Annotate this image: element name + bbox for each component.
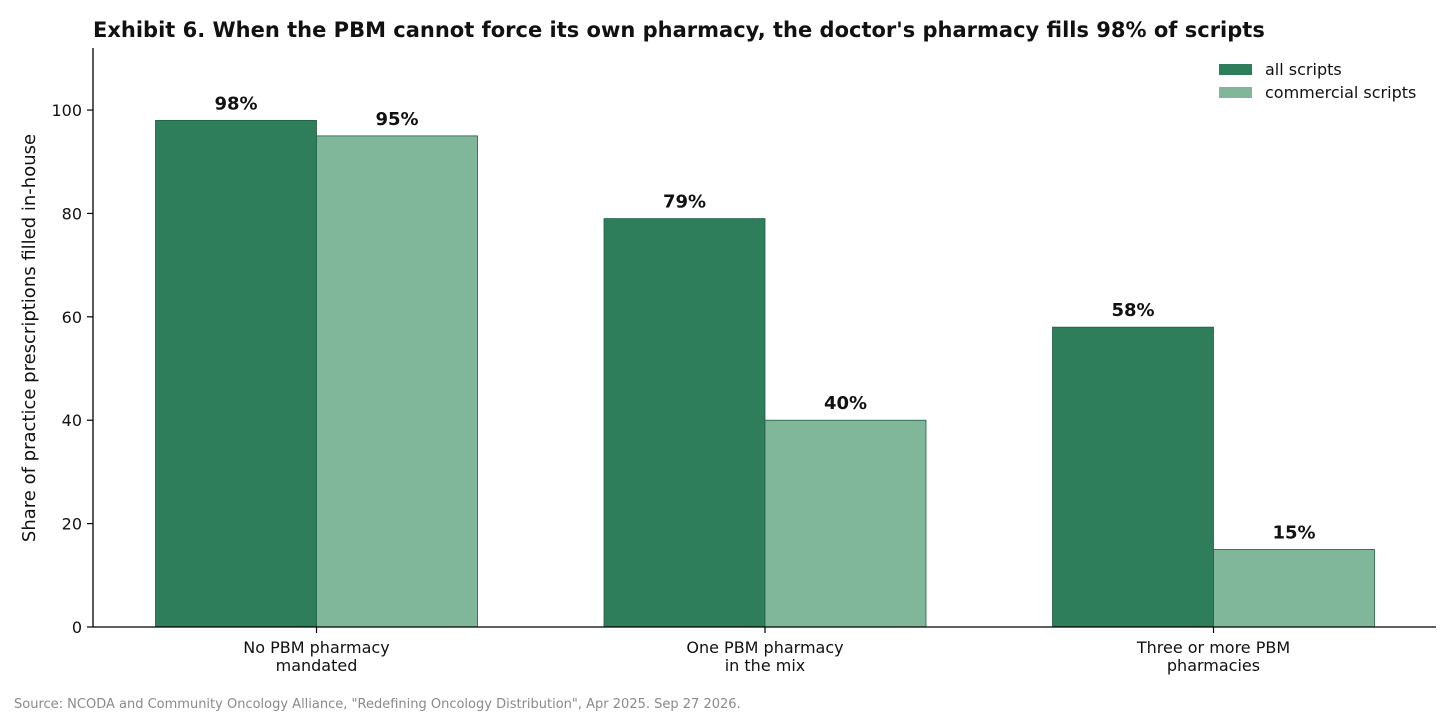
bar-all-1 bbox=[603, 218, 766, 628]
data-label: 98% bbox=[214, 93, 257, 114]
data-label: 58% bbox=[1111, 300, 1154, 321]
x-tick-label: No PBM pharmacy bbox=[243, 638, 389, 657]
bar-commercial-0 bbox=[316, 135, 478, 628]
x-tick-label: pharmacies bbox=[1167, 656, 1260, 675]
legend: all scripts commercial scripts bbox=[1219, 60, 1416, 102]
legend-label: all scripts bbox=[1265, 60, 1342, 79]
plot-area: 98% 79% 58% 95% 40% 15% 0 20 40 60 80 100 No PBM pha… bbox=[51, 48, 1436, 675]
bar-all-2 bbox=[1052, 326, 1214, 628]
data-label: 95% bbox=[375, 109, 418, 130]
y-tick-label: 40 bbox=[62, 411, 82, 430]
y-axis-label: Share of practice prescriptions filled i… bbox=[19, 134, 40, 542]
data-label: 79% bbox=[663, 192, 706, 213]
y-tick-label: 0 bbox=[72, 618, 82, 637]
chart-title: Exhibit 6. When the PBM cannot force its… bbox=[93, 18, 1265, 42]
legend-label: commercial scripts bbox=[1265, 83, 1416, 102]
x-tick-label: Three or more PBM bbox=[1136, 638, 1290, 657]
x-tick-label: in the mix bbox=[725, 656, 806, 675]
source-note: Source: NCODA and Community Oncology All… bbox=[14, 697, 741, 712]
x-tick-label: mandated bbox=[276, 656, 358, 675]
data-label: 15% bbox=[1272, 522, 1315, 543]
data-label: 40% bbox=[824, 393, 867, 414]
y-tick-label: 100 bbox=[51, 101, 82, 120]
bar-all-0 bbox=[155, 119, 317, 628]
y-tick-label: 20 bbox=[62, 515, 82, 534]
y-tick-label: 80 bbox=[62, 204, 82, 223]
x-tick-label: One PBM pharmacy bbox=[686, 638, 843, 657]
y-tick-label: 60 bbox=[62, 308, 82, 327]
legend-swatch-commercial bbox=[1219, 87, 1252, 98]
legend-swatch-all bbox=[1219, 64, 1252, 75]
bar-commercial-2 bbox=[1213, 549, 1375, 628]
bar-commercial-1 bbox=[764, 419, 927, 628]
